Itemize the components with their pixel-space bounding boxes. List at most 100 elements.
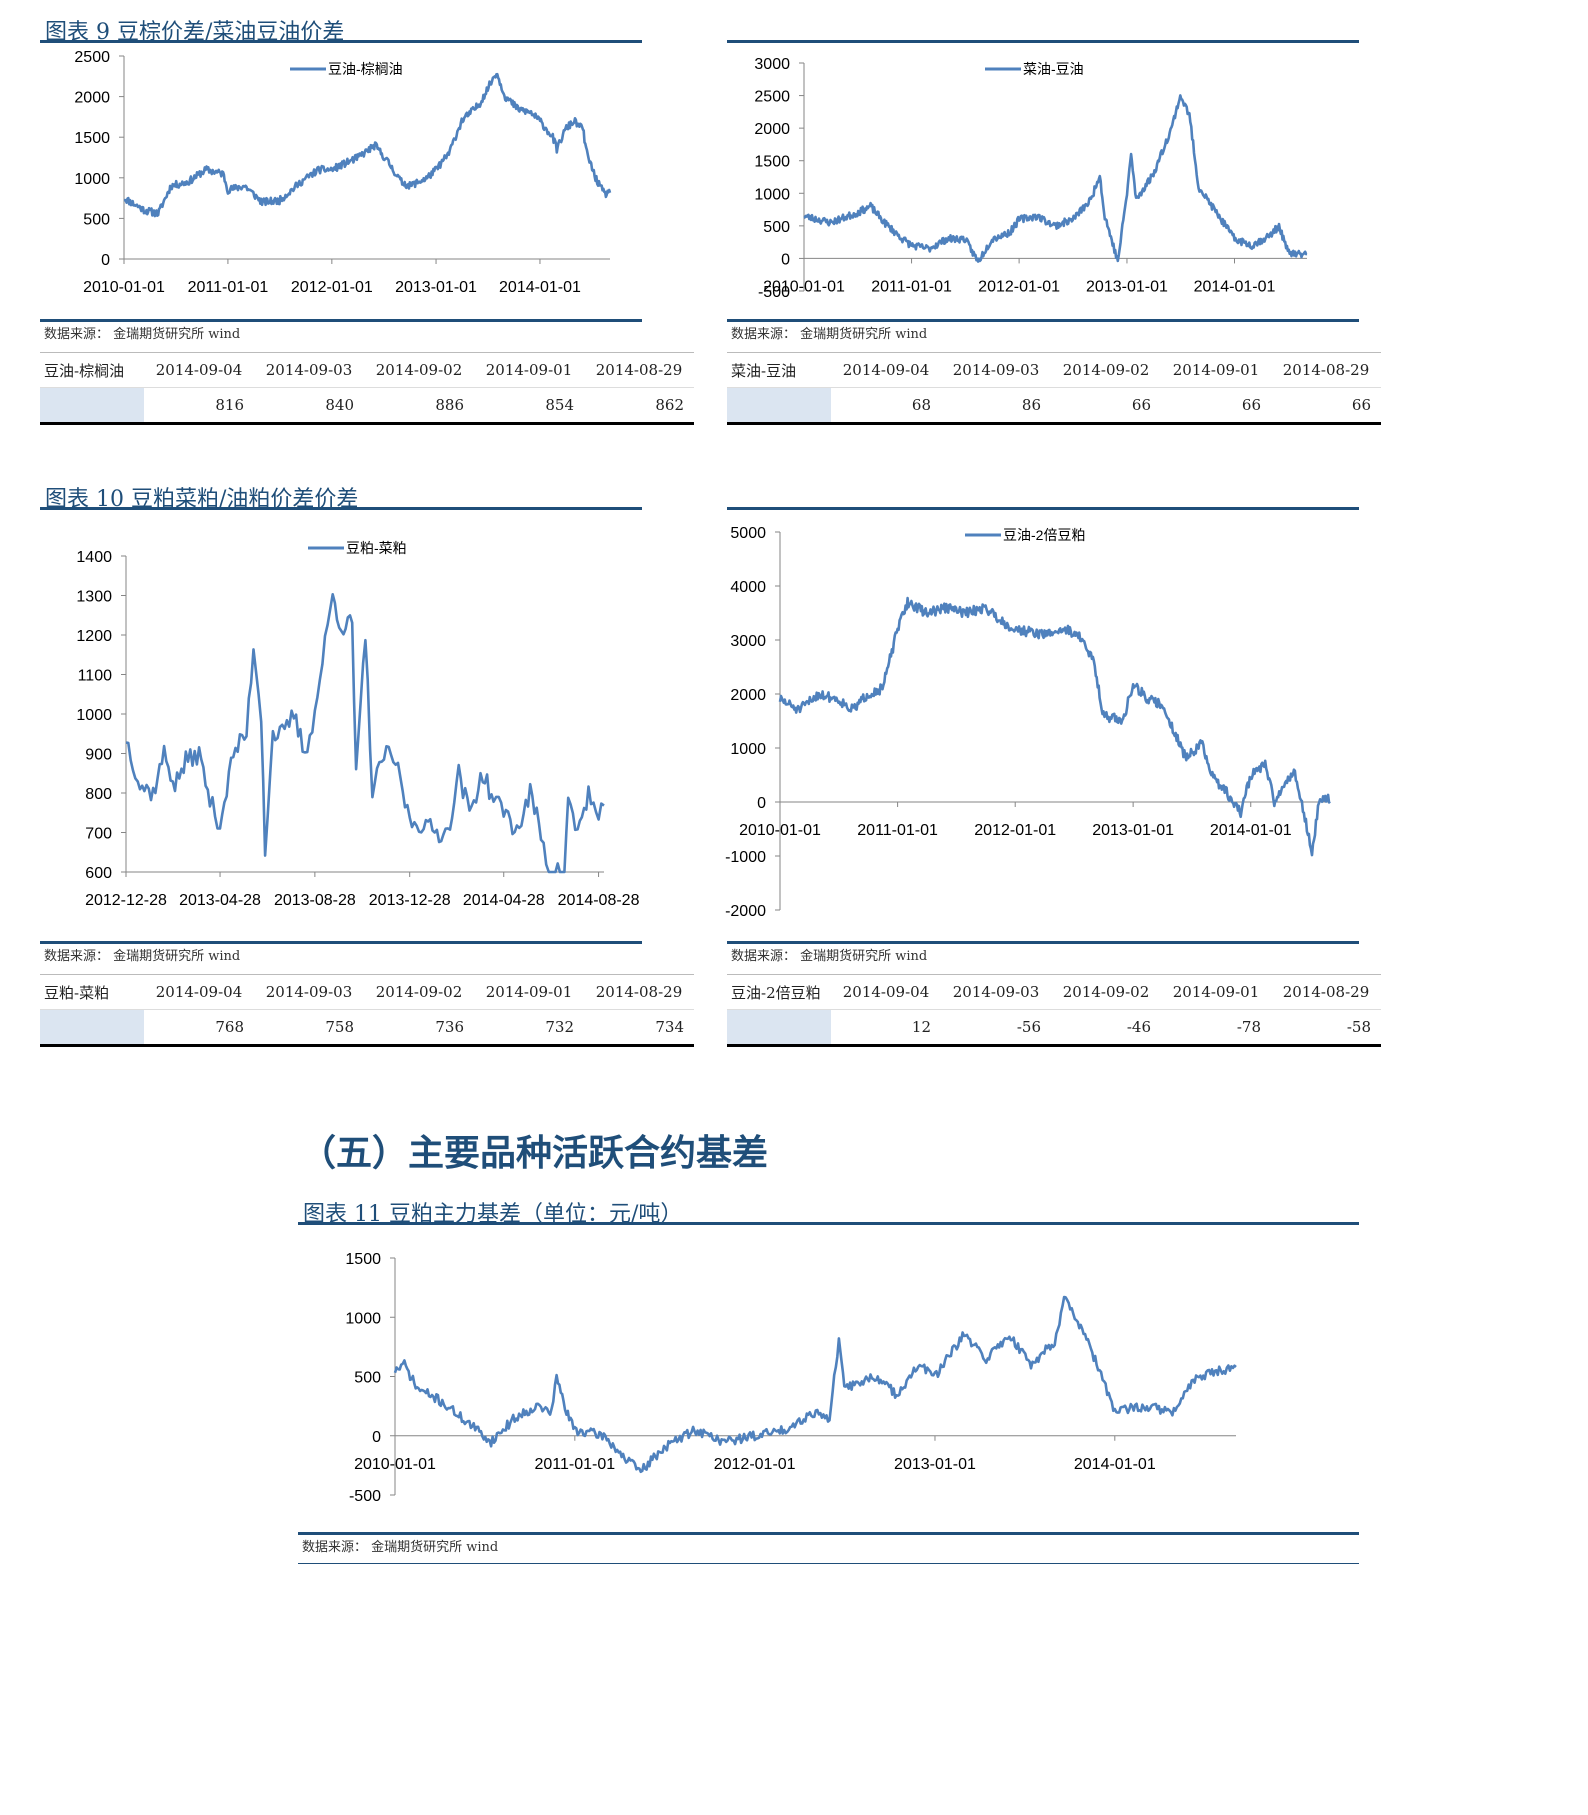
table-date-header: 2014-09-04 — [144, 352, 254, 388]
section-title: （五）主要品种活跃合约基差 — [300, 1133, 769, 1174]
y-tick-label: 0 — [372, 1429, 381, 1446]
y-tick-label: 1100 — [78, 668, 113, 685]
spread-table-rapeseedoil-soyoil: 菜油-豆油 2014-09-04 2014-09-03 2014-09-02 2014-… — [727, 352, 1381, 425]
y-tick-label: 1500 — [754, 154, 790, 171]
y-tick-label: -500 — [349, 1488, 381, 1505]
series-line — [123, 72, 612, 218]
x-tick-label: 2013-12-28 — [369, 892, 451, 909]
y-tick-label: -1000 — [725, 849, 766, 866]
table-date-header: 2014-09-01 — [1161, 352, 1271, 388]
table-date-header: 2014-09-02 — [364, 974, 474, 1010]
figure-10-right-source-rule — [727, 941, 1359, 944]
legend-label: 豆粕-菜粕 — [346, 540, 407, 556]
y-tick-label: 3000 — [730, 633, 766, 650]
y-tick-label: 1000 — [754, 186, 790, 203]
table-value-label-cell — [727, 1009, 831, 1047]
table-date-header: 2014-09-03 — [941, 352, 1051, 388]
table-date-header: 2014-08-29 — [1271, 352, 1381, 388]
x-tick-label: 2014-04-28 — [463, 892, 545, 909]
x-tick-label: 2012-01-01 — [974, 822, 1056, 839]
x-tick-label: 2012-01-01 — [978, 278, 1060, 295]
figure-9-right-source-rule — [727, 319, 1359, 322]
y-tick-label: 1500 — [345, 1251, 381, 1268]
table-value-cell: -56 — [941, 1009, 1051, 1047]
x-tick-label: 2013-01-01 — [894, 1456, 976, 1473]
y-tick-label: 1000 — [730, 741, 766, 758]
y-tick-label: 0 — [101, 252, 110, 269]
table-header-row: 菜油-豆油 2014-09-04 2014-09-03 2014-09-02 2014-… — [727, 352, 1381, 388]
y-tick-label: -500 — [758, 284, 790, 301]
table-date-header: 2014-09-02 — [1051, 352, 1161, 388]
figure-11-source: 数据来源： 金瑞期货研究所 wind — [302, 1540, 499, 1555]
x-tick-label: 2014-01-01 — [1210, 822, 1292, 839]
series-line — [778, 596, 1331, 857]
series-line — [393, 1295, 1237, 1474]
figure-10-title-rule — [40, 507, 642, 510]
chart-soyoil-palmoil-spread: 0 500 1000 1500 2000 2500 2010-01-01 2011-01-01… — [74, 49, 612, 296]
x-tick-label: 2013-04-28 — [179, 892, 261, 909]
table-date-header: 2014-09-03 — [254, 974, 364, 1010]
table-value-cell: 68 — [831, 387, 941, 425]
table-value-cell: -46 — [1051, 1009, 1161, 1047]
y-tick-label: 500 — [763, 219, 790, 236]
table-value-label-cell — [727, 387, 831, 425]
table-value-cell: 734 — [584, 1009, 694, 1047]
table-value-cell: 66 — [1271, 387, 1381, 425]
table-date-header: 2014-09-01 — [474, 352, 584, 388]
table-date-header: 2014-09-04 — [831, 352, 941, 388]
table-date-header: 2014-08-29 — [1271, 974, 1381, 1010]
table-date-header: 2014-09-01 — [1161, 974, 1271, 1010]
spread-table-soyoil-palmoil: 豆油-棕榈油 2014-09-04 2014-09-03 2014-09-02 2014… — [40, 352, 694, 425]
figure-9-title-rule — [40, 40, 642, 43]
y-tick-label: 0 — [757, 795, 766, 812]
x-tick-label: 2010-01-01 — [739, 822, 821, 839]
y-tick-label: 900 — [85, 747, 112, 764]
table-value-cell: 66 — [1051, 387, 1161, 425]
y-tick-label: 700 — [85, 826, 112, 843]
table-value-cell: 736 — [364, 1009, 474, 1047]
x-tick-label: 2014-01-01 — [1194, 278, 1276, 295]
x-tick-label: 2010-01-01 — [763, 278, 845, 295]
x-tick-label: 2013-01-01 — [1092, 822, 1174, 839]
table-value-cell: 862 — [584, 387, 694, 425]
y-tick-label: 2500 — [754, 89, 790, 106]
table-header-row: 豆油-棕榈油 2014-09-04 2014-09-03 2014-09-02 2014… — [40, 352, 694, 388]
x-tick-label: 2014-01-01 — [1074, 1456, 1156, 1473]
y-tick-label: 2000 — [74, 90, 110, 107]
y-tick-label: 600 — [85, 865, 112, 882]
table-value-row: 768 758 736 732 734 — [40, 1009, 694, 1047]
x-tick-label: 2011-01-01 — [534, 1456, 615, 1473]
y-tick-label: 1000 — [76, 707, 112, 724]
y-tick-label: 1300 — [76, 589, 112, 606]
figure-11-title-rule — [298, 1222, 1359, 1225]
table-value-cell: 732 — [474, 1009, 584, 1047]
table-value-row: 12 -56 -46 -78 -58 — [727, 1009, 1381, 1047]
figure-9-source-rule — [40, 319, 642, 322]
table-value-cell: -78 — [1161, 1009, 1271, 1047]
table-value-row: 816 840 886 854 862 — [40, 387, 694, 425]
figure-10-right-source: 数据来源： 金瑞期货研究所 wind — [731, 949, 928, 964]
table-value-cell: -58 — [1271, 1009, 1381, 1047]
y-tick-label: 1500 — [74, 130, 110, 147]
y-tick-label: 1200 — [76, 628, 112, 645]
table-value-cell: 840 — [254, 387, 364, 425]
chart-rapeseedoil-soyoil-spread: -500 0 500 1000 1500 2000 2500 3000 2010-01-01 20… — [754, 56, 1308, 301]
table-row-label: 豆油-棕榈油 — [40, 352, 144, 388]
table-value-cell: 66 — [1161, 387, 1271, 425]
table-value-row: 68 86 66 66 66 — [727, 387, 1381, 425]
x-tick-label: 2012-12-28 — [85, 892, 167, 909]
table-value-cell: 886 — [364, 387, 474, 425]
x-tick-label: 2014-01-01 — [499, 279, 581, 296]
y-tick-label: 2000 — [754, 121, 790, 138]
table-date-header: 2014-08-29 — [584, 974, 694, 1010]
figure-11-source-rule — [298, 1532, 1359, 1535]
table-row-label: 豆粕-菜粕 — [40, 974, 144, 1010]
legend-label: 菜油-豆油 — [1023, 61, 1084, 77]
y-tick-label: 500 — [354, 1370, 381, 1387]
table-date-header: 2014-08-29 — [584, 352, 694, 388]
y-tick-label: 2000 — [730, 687, 766, 704]
figure-11-bottom-rule — [298, 1563, 1359, 1564]
chart-soymeal-main-basis: -500 0 500 1000 1500 2010-01-01 2011-01-01 2012… — [345, 1251, 1237, 1505]
x-tick-label: 2011-01-01 — [857, 822, 938, 839]
y-tick-label: 0 — [781, 251, 790, 268]
